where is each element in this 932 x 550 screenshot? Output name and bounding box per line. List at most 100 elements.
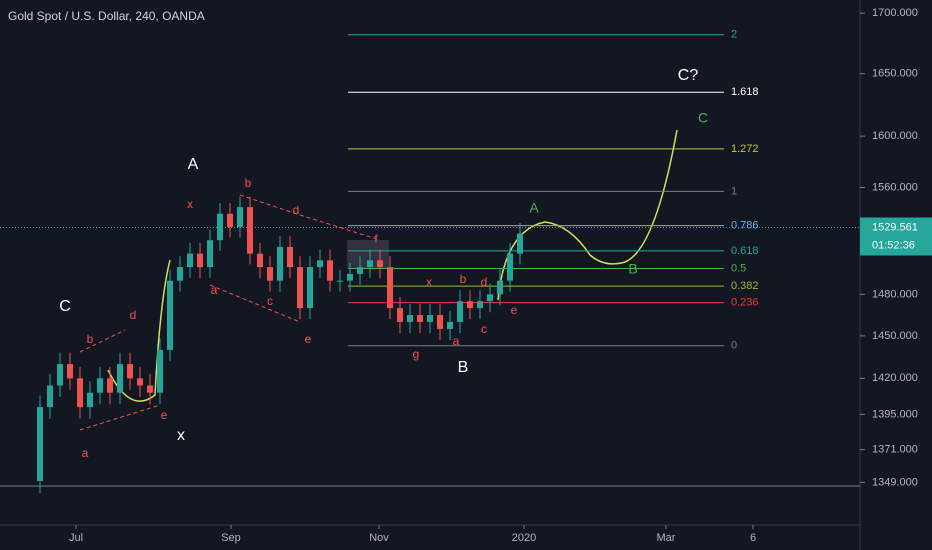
candle-body [147,385,153,393]
wave-label: B [458,359,469,376]
candle-body [57,364,63,386]
wave-label: d [293,203,300,217]
fib-label: 0.618 [731,245,759,257]
candle-body [277,246,283,281]
candle-body [437,315,443,329]
candle-body [387,267,393,309]
candle-body [187,253,193,268]
candle-body [467,301,473,309]
candle-body [417,315,423,322]
wave-label: b [460,272,467,286]
wave-label: a [211,283,218,297]
y-tick-label: 1600.000 [872,130,918,142]
wave-label: C? [678,67,699,84]
candle-body [507,253,513,281]
candle-body [347,273,353,281]
fib-label: 0.786 [731,219,759,231]
candle-body [167,280,173,350]
candle-body [67,364,73,379]
wave-label: e [511,303,518,317]
triangle-line [79,329,126,353]
fib-label: 2 [731,29,737,41]
fib-label: 0.5 [731,262,746,274]
candle-body [207,240,213,268]
candle-body [367,260,373,268]
y-tick-label: 1371.000 [872,444,918,456]
triangle-line [209,284,301,323]
candle-body [457,301,463,322]
current-price-label: 1529.561 [872,221,918,233]
projection-curve [107,259,171,402]
price-tag [860,217,932,256]
y-tick-label: 1650.000 [872,68,918,80]
candle-body [447,321,453,329]
wave-label: c [481,322,487,336]
candle-body [157,349,163,393]
wave-label: a [82,446,89,460]
candle-body [117,364,123,393]
candle-body [327,260,333,281]
x-tick-label: Jul [69,532,83,544]
x-tick-label: Nov [369,532,389,544]
wave-label: x [177,427,185,444]
y-tick-label: 1420.000 [872,372,918,384]
wave-label: c [267,294,273,308]
candle-body [377,260,383,268]
candle-body [287,246,293,268]
fib-label: 0.382 [731,280,759,292]
candle-body [97,378,103,393]
wave-label: x [187,197,193,211]
candle-body [307,267,313,309]
countdown: 01:52:36 [872,239,915,251]
candle-body [227,213,233,227]
y-tick-label: 1395.000 [872,408,918,420]
fib-label: 1 [731,185,737,197]
x-tick-label: Mar [657,532,676,544]
wave-label: g [413,347,420,361]
wave-lines [79,194,381,431]
fib-label: 1.618 [731,86,759,98]
candle-body [217,213,223,241]
y-tick-label: 1700.000 [872,7,918,19]
chart-title: Gold Spot / U.S. Dollar, 240, OANDA [8,9,205,23]
candle-body [77,378,83,408]
wave-label: e [305,332,312,346]
wave-label: A [188,156,199,173]
x-tick-label: Sep [221,532,241,544]
candle-body [427,315,433,322]
wave-label: x [426,275,432,289]
candle-body [137,378,143,386]
candle-body [517,233,523,254]
candle-body [107,378,113,393]
candle-body [257,253,263,268]
fib-label: 0 [731,340,737,352]
candle-body [47,385,53,408]
y-tick-label: 1560.000 [872,181,918,193]
candle-body [497,280,503,295]
wave-label: e [161,408,168,422]
candle-body [357,267,363,274]
candle-body [177,267,183,281]
candle-body [197,253,203,268]
candle-body [247,207,253,254]
x-tick-label: 2020 [512,532,536,544]
candle-body [127,364,133,379]
candle-body [477,301,483,309]
y-tick-label: 1480.000 [872,288,918,300]
wave-label: C [698,110,708,126]
candle-body [337,280,343,282]
y-tick-label: 1450.000 [872,330,918,342]
candle-body [297,267,303,309]
candle-body [237,207,243,227]
wave-label: b [245,176,252,190]
x-tick-label: 6 [750,532,756,544]
triangle-line [239,194,381,241]
wave-label: d [481,275,488,289]
plot: 1700.0001650.0001600.0001560.0001520.000… [0,7,932,544]
candle-body [37,407,43,481]
candle-body [317,260,323,268]
wave-label: a [453,334,460,348]
wave-label: d [130,308,137,322]
